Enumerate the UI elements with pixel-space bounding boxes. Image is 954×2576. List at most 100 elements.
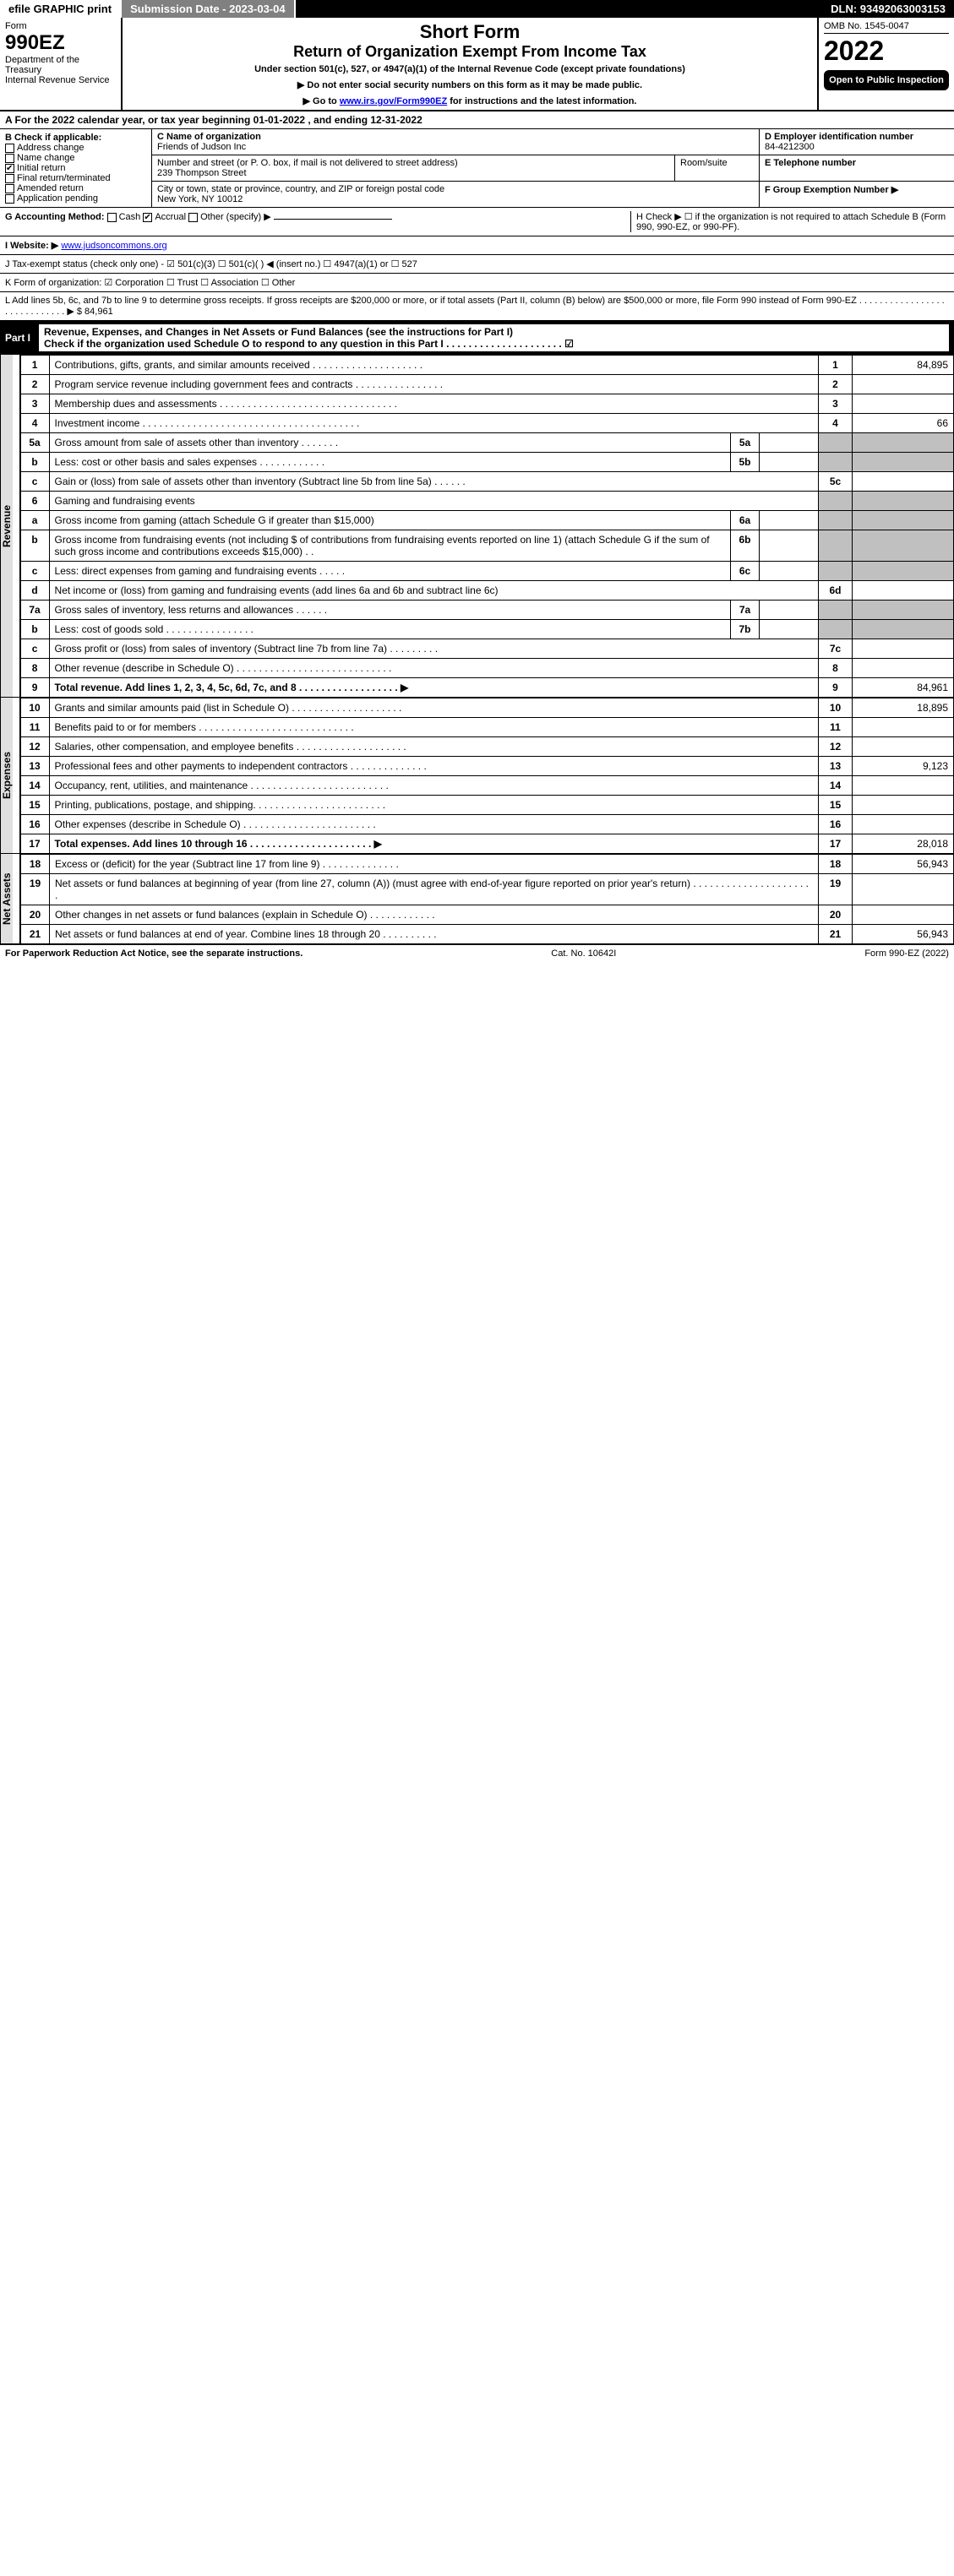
title-short-form: Short Form <box>128 21 812 43</box>
line-amount <box>853 394 954 414</box>
ref-number: 1 <box>819 356 853 375</box>
line-amount <box>853 639 954 659</box>
table-row: cGain or (loss) from sale of assets othe… <box>20 472 953 492</box>
table-row: bLess: cost or other basis and sales exp… <box>20 453 953 472</box>
line-description: Net income or (loss) from gaming and fun… <box>49 581 818 601</box>
submission-date: Submission Date - 2023-03-04 <box>122 0 296 18</box>
subline-number: 5b <box>731 453 760 472</box>
table-row: 1Contributions, gifts, grants, and simil… <box>20 356 953 375</box>
checkbox-application-pending[interactable]: Application pending <box>5 193 146 204</box>
checkbox-name-change[interactable]: Name change <box>5 153 146 163</box>
ref-number: 14 <box>819 776 853 796</box>
row-j: J Tax-exempt status (check only one) - ☑… <box>0 255 954 274</box>
checkbox-cash[interactable]: Cash <box>107 212 141 222</box>
irs-link[interactable]: www.irs.gov/Form990EZ <box>340 96 447 106</box>
ref-number: 7c <box>819 639 853 659</box>
line-amount <box>853 874 954 905</box>
line-description: Less: direct expenses from gaming and fu… <box>49 562 730 581</box>
table-row: 6Gaming and fundraising events <box>20 492 953 511</box>
line-description: Other expenses (describe in Schedule O) … <box>49 815 818 834</box>
line-amount <box>853 718 954 737</box>
cat-number: Cat. No. 10642I <box>551 948 616 959</box>
efile-label: efile GRAPHIC print <box>0 0 122 18</box>
line-description: Other revenue (describe in Schedule O) .… <box>49 659 818 678</box>
table-row: 21Net assets or fund balances at end of … <box>21 925 954 944</box>
amount-shaded <box>853 511 954 530</box>
line-description: Gross income from gaming (attach Schedul… <box>49 511 730 530</box>
ref-shaded <box>819 601 853 620</box>
section-b-label: B Check if applicable: <box>5 133 146 143</box>
website-link[interactable]: www.judsoncommons.org <box>61 241 166 251</box>
room-label: Room/suite <box>680 158 754 168</box>
paperwork-notice: For Paperwork Reduction Act Notice, see … <box>5 948 303 959</box>
table-row: 14Occupancy, rent, utilities, and mainte… <box>20 776 953 796</box>
table-row: 12Salaries, other compensation, and empl… <box>20 737 953 757</box>
subtitle: Under section 501(c), 527, or 4947(a)(1)… <box>128 64 812 74</box>
table-row: 2Program service revenue including gover… <box>20 375 953 394</box>
line-number: 4 <box>20 414 49 433</box>
line-amount <box>853 815 954 834</box>
form-label: Form <box>5 21 116 31</box>
line-amount <box>853 737 954 757</box>
table-row: aGross income from gaming (attach Schedu… <box>20 511 953 530</box>
line-description: Occupancy, rent, utilities, and maintena… <box>49 776 818 796</box>
checkbox-address-change[interactable]: Address change <box>5 143 146 153</box>
table-row: 18Excess or (deficit) for the year (Subt… <box>21 855 954 874</box>
amount-shaded <box>853 453 954 472</box>
line-description: Membership dues and assessments . . . . … <box>49 394 818 414</box>
line-number: 13 <box>20 757 49 776</box>
form-header: Form 990EZ Department of the Treasury In… <box>0 18 954 111</box>
line-description: Gaming and fundraising events <box>49 492 818 511</box>
line-number: 20 <box>21 905 50 925</box>
info-block: B Check if applicable: Address change Na… <box>0 129 954 208</box>
table-row: 8Other revenue (describe in Schedule O) … <box>20 659 953 678</box>
line-number: 11 <box>20 718 49 737</box>
ref-number: 18 <box>819 855 853 874</box>
website-label: I Website: ▶ <box>5 241 58 251</box>
ref-shaded <box>819 562 853 581</box>
line-description: Gross income from fundraising events (no… <box>49 530 730 562</box>
table-row: 20Other changes in net assets or fund ba… <box>21 905 954 925</box>
line-number: 21 <box>21 925 50 944</box>
line-description: Contributions, gifts, grants, and simila… <box>49 356 818 375</box>
ref-number: 19 <box>819 874 853 905</box>
line-number: 14 <box>20 776 49 796</box>
goto-line: ▶ Go to www.irs.gov/Form990EZ for instru… <box>128 95 812 106</box>
omb-number: OMB No. 1545-0047 <box>824 21 949 34</box>
ein: 84-4212300 <box>765 142 949 152</box>
open-to-public-badge: Open to Public Inspection <box>824 70 949 90</box>
line-amount: 84,961 <box>853 678 954 698</box>
ref-shaded <box>819 433 853 453</box>
line-description: Gain or (loss) from sale of assets other… <box>49 472 818 492</box>
line-description: Gross profit or (loss) from sales of inv… <box>49 639 818 659</box>
ref-shaded <box>819 453 853 472</box>
ref-number: 3 <box>819 394 853 414</box>
ref-number: 4 <box>819 414 853 433</box>
line-amount: 28,018 <box>853 834 954 854</box>
row-g-h: G Accounting Method: Cash Accrual Other … <box>0 208 954 236</box>
line-number: 9 <box>20 678 49 698</box>
dln: DLN: 93492063003153 <box>822 0 954 18</box>
line-number: 15 <box>20 796 49 815</box>
line-number: 5a <box>20 433 49 453</box>
line-amount: 84,895 <box>853 356 954 375</box>
subline-amount <box>760 620 819 639</box>
checkbox-other-method[interactable]: Other (specify) ▶ <box>188 212 271 222</box>
line-amount <box>853 905 954 925</box>
checkbox-amended-return[interactable]: Amended return <box>5 183 146 193</box>
checkbox-final-return[interactable]: Final return/terminated <box>5 173 146 183</box>
subline-number: 5a <box>731 433 760 453</box>
phone-label: E Telephone number <box>765 158 949 168</box>
line-number: 19 <box>21 874 50 905</box>
ref-number: 6d <box>819 581 853 601</box>
amount-shaded <box>853 562 954 581</box>
expenses-side-label: Expenses <box>1 698 13 853</box>
subline-amount <box>760 511 819 530</box>
amount-shaded <box>853 492 954 511</box>
goto-prefix: ▶ Go to <box>303 96 340 106</box>
line-description: Grants and similar amounts paid (list in… <box>49 698 818 718</box>
line-description: Total expenses. Add lines 10 through 16 … <box>49 834 818 854</box>
topbar: efile GRAPHIC print Submission Date - 20… <box>0 0 954 18</box>
checkbox-accrual[interactable]: Accrual <box>143 212 186 222</box>
checkbox-initial-return[interactable]: Initial return <box>5 163 146 173</box>
